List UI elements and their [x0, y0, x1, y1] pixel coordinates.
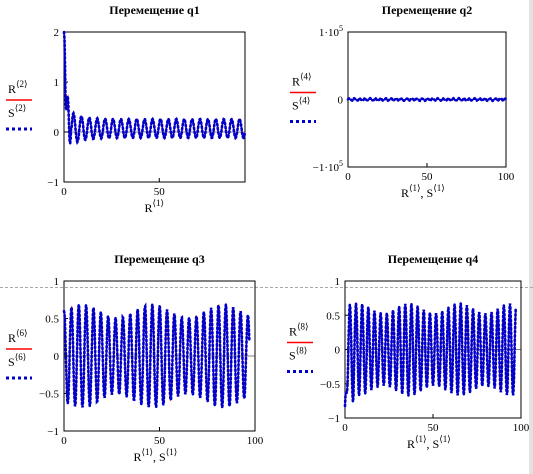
x-tick-label: 100: [247, 435, 264, 447]
x-tick-label: 50: [154, 186, 166, 198]
x-tick-label: 100: [498, 171, 515, 183]
x-tick-label: 50: [154, 435, 166, 447]
y-tick-label: 0: [338, 95, 344, 107]
y-tick-label: 1·105: [319, 24, 343, 39]
x-tick-label: 0: [345, 171, 351, 183]
x-tick-label: 0: [342, 422, 348, 434]
chart-title: Перемещение q4: [388, 252, 478, 266]
chart-title: Перемещение q2: [382, 3, 472, 17]
x-tick-label: 100: [513, 422, 530, 434]
page-break-line: [0, 287, 533, 288]
y-tick-label: 2: [54, 27, 60, 39]
x-axis-label: R⟨1⟩: [145, 198, 165, 215]
x-tick-label: 0: [61, 186, 67, 198]
x-tick-label: 0: [61, 435, 67, 447]
x-axis-label: R⟨1⟩, S⟨1⟩: [401, 183, 445, 200]
x-axis-label: R⟨1⟩, S⟨1⟩: [407, 434, 451, 451]
series-S-line: [62, 30, 247, 145]
y-label-R: R⟨2⟩: [8, 79, 28, 96]
y-tick-label: 0.5: [326, 310, 340, 322]
y-tick-label: 1: [54, 77, 60, 89]
y-tick-label: −0.5: [320, 379, 340, 391]
y-tick-label: −1·105: [313, 159, 343, 174]
plot-frame: [63, 31, 246, 183]
chart-title: Перемещение q3: [114, 252, 204, 266]
y-label-S: S⟨8⟩: [289, 346, 307, 363]
y-tick-label: −0.5: [39, 389, 59, 401]
y-tick-label: 0: [54, 127, 60, 139]
y-tick-label: 0.5: [45, 314, 59, 326]
y-tick-label: −1: [47, 177, 59, 189]
y-label-S: S⟨4⟩: [292, 96, 310, 113]
x-tick-label: 50: [428, 422, 440, 434]
chart-title: Перемещение q1: [109, 3, 199, 17]
series-S-line: [346, 96, 508, 103]
series-S-line: [62, 301, 251, 408]
window-right-border: [529, 0, 533, 474]
y-label-S: S⟨2⟩: [8, 103, 26, 120]
y-label-S: S⟨6⟩: [8, 352, 26, 369]
y-tick-label: 1: [54, 276, 60, 288]
x-tick-label: 50: [422, 171, 434, 183]
series-S-line: [343, 303, 517, 408]
y-label-R: R⟨6⟩: [8, 328, 28, 345]
y-label-R: R⟨8⟩: [289, 322, 309, 339]
y-tick-label: −1: [328, 413, 340, 425]
y-label-R: R⟨4⟩: [292, 72, 312, 89]
y-tick-label: 1: [335, 276, 341, 288]
y-tick-label: 0: [54, 351, 60, 363]
y-tick-label: −1: [47, 426, 59, 438]
y-tick-label: 0: [335, 345, 341, 357]
x-axis-label: R⟨1⟩, S⟨1⟩: [134, 447, 178, 464]
